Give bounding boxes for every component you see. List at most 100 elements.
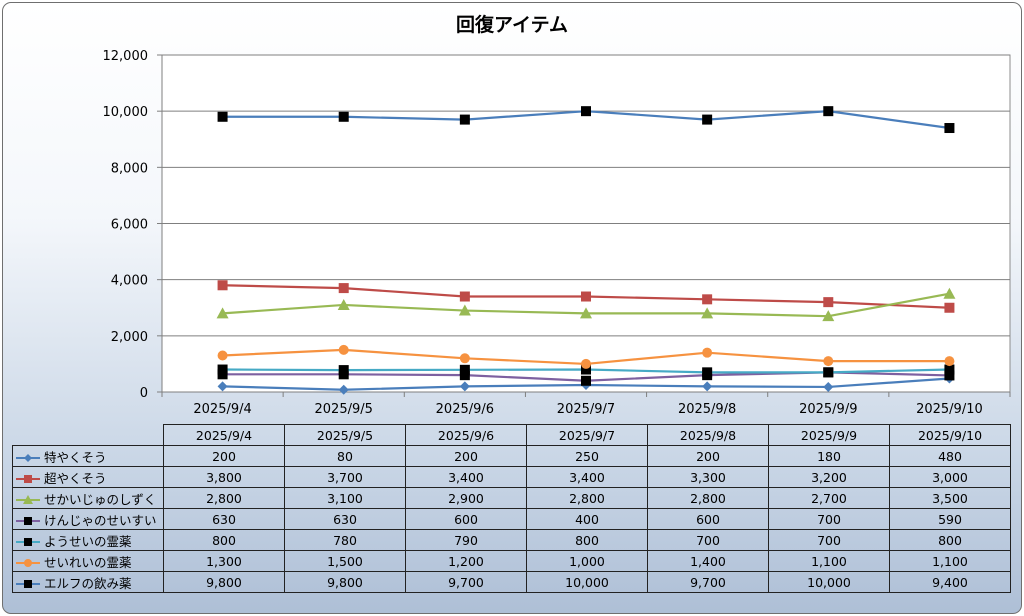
- series-label: せかいじゅのしずく: [12, 487, 164, 509]
- table-cell: 10,000: [768, 571, 890, 593]
- data-point: [702, 347, 713, 358]
- table-cell: 630: [284, 508, 406, 530]
- y-tick-label: 12,000: [103, 49, 149, 64]
- table-cell: 800: [526, 529, 648, 551]
- data-point: [581, 375, 591, 386]
- table-cell: 400: [526, 508, 648, 530]
- y-tick-label: 4,000: [111, 274, 148, 289]
- data-point: [581, 106, 591, 117]
- data-point: [459, 381, 470, 392]
- data-point: [337, 298, 350, 310]
- table-cell: 80: [284, 445, 406, 467]
- legend-marker: [24, 517, 32, 525]
- data-point: [944, 123, 955, 134]
- table-cell: 200: [163, 445, 285, 467]
- table-cell: 2,900: [405, 487, 527, 509]
- data-point: [459, 291, 470, 302]
- table-cell: 2,800: [647, 487, 769, 509]
- series-name: せかいじゅのしずく: [44, 491, 157, 507]
- table-cell: 590: [889, 508, 1011, 530]
- data-point: [217, 364, 228, 375]
- x-tick-label: 2025/9/7: [557, 402, 615, 417]
- table-header-cell: 2025/9/4: [163, 424, 285, 446]
- legend-key: [16, 454, 40, 462]
- chart-title: 回復アイテム: [455, 14, 569, 36]
- table-row: エルフの飲み薬 9,800 9,800 9,700 10,000 9,700 10,000 9…: [12, 571, 1011, 593]
- table-cell: 1,500: [284, 550, 406, 572]
- data-point: [459, 353, 470, 364]
- table-cell: 3,500: [889, 487, 1011, 509]
- series-label: 超やくそう: [12, 466, 164, 488]
- data-point: [823, 367, 834, 378]
- table-cell: 9,700: [647, 571, 769, 593]
- table-cell: 1,300: [163, 550, 285, 572]
- table-cell: 480: [889, 445, 1011, 467]
- legend-key: [16, 580, 40, 588]
- table-cell: 200: [647, 445, 769, 467]
- data-point: [580, 307, 592, 319]
- table-cell: 700: [768, 508, 890, 530]
- series-label: エルフの飲み薬: [12, 571, 164, 593]
- series-name: ようせいの霊薬: [44, 533, 132, 549]
- data-point: [459, 114, 470, 125]
- y-tick-label: 8,000: [111, 161, 148, 176]
- data-table: 2025/9/4 2025/9/5 2025/9/6 2025/9/7 2025/9/8…: [12, 424, 1011, 593]
- data-point: [701, 307, 714, 319]
- y-tick-label: 0: [140, 386, 148, 401]
- table-header-cell: 2025/9/10: [889, 424, 1011, 446]
- table-cell: 9,700: [405, 571, 527, 593]
- table-header-cell: 2025/9/6: [405, 424, 527, 446]
- table-cell: 10,000: [526, 571, 648, 593]
- table-row: 特やくそう 200 80 200 250 200 180 480: [12, 445, 1011, 467]
- table-header-row: 2025/9/4 2025/9/5 2025/9/6 2025/9/7 2025/9/8…: [12, 424, 1011, 446]
- data-point: [217, 350, 228, 361]
- table-cell: 200: [405, 445, 527, 467]
- data-point: [581, 358, 591, 369]
- table-cell: 600: [647, 508, 769, 530]
- line-chart: 0 2,000 4,000 6,000 8,000 10,000 12,000 2025/9/…: [103, 49, 1011, 417]
- series-label: ようせいの霊薬: [12, 529, 164, 551]
- data-point: [338, 344, 349, 355]
- x-tick-label: 2025/9/4: [193, 402, 251, 417]
- table-cell: 3,200: [768, 466, 890, 488]
- legend-marker: [23, 495, 33, 504]
- table-cell: 3,300: [647, 466, 769, 488]
- data-point: [943, 287, 956, 299]
- table-header-cell: 2025/9/5: [284, 424, 406, 446]
- table-row: ようせいの霊薬 800 780 790 800 700 700 800: [12, 529, 1011, 551]
- table-cell: 1,100: [768, 550, 890, 572]
- table-header-cell: 2025/9/9: [768, 424, 890, 446]
- table-cell: 1,200: [405, 550, 527, 572]
- table-cell: 2,800: [163, 487, 285, 509]
- table-cell: 250: [526, 445, 648, 467]
- x-tick-label: 2025/9/9: [799, 402, 857, 417]
- series-label: けんじゃのせいすい: [12, 508, 164, 530]
- table-cell: 9,800: [163, 571, 285, 593]
- table-row: けんじゃのせいすい 630 630 600 400 600 700 590: [12, 508, 1011, 530]
- data-point: [823, 297, 834, 308]
- data-point: [217, 280, 228, 291]
- data-point: [338, 384, 349, 395]
- table-cell: 2,700: [768, 487, 890, 509]
- data-point: [217, 381, 228, 392]
- table-cell: 780: [284, 529, 406, 551]
- data-point: [458, 304, 471, 316]
- legend-marker: [24, 559, 32, 567]
- table-cell: 9,800: [284, 571, 406, 593]
- legend-key: [16, 475, 40, 483]
- table-cell: 700: [768, 529, 890, 551]
- data-point: [338, 365, 349, 376]
- table-cell: 630: [163, 508, 285, 530]
- data-point: [459, 364, 470, 375]
- x-tick-label: 2025/9/8: [678, 402, 736, 417]
- series-name: けんじゃのせいすい: [44, 512, 157, 528]
- y-tick-label: 2,000: [111, 330, 148, 345]
- data-point: [944, 356, 955, 367]
- data-point: [823, 381, 834, 392]
- table-cell: 790: [405, 529, 527, 551]
- data-point: [581, 291, 591, 302]
- table-cell: 800: [889, 529, 1011, 551]
- legend-key: [16, 559, 40, 567]
- data-point: [823, 356, 834, 367]
- data-point: [338, 111, 349, 122]
